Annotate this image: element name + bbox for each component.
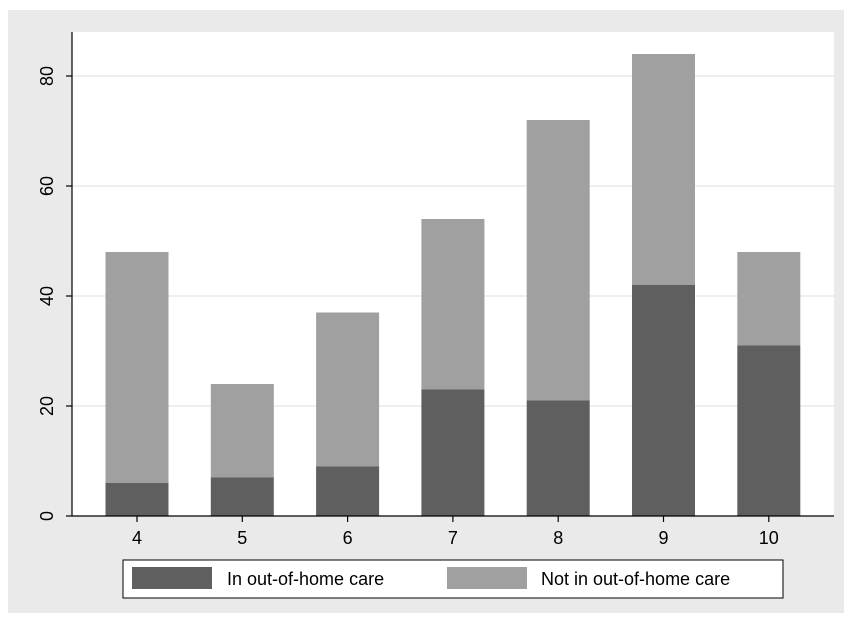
bar-5-in-care	[210, 477, 274, 516]
x-tick-label-6: 6	[343, 528, 353, 548]
legend-box	[122, 559, 784, 599]
legend: In out-of-home care Not in out-of-home c…	[122, 559, 784, 599]
legend-label-in-care: In out-of-home care	[227, 569, 384, 589]
bar-5-not-in-care	[210, 384, 274, 478]
bar-6-not-in-care	[316, 312, 380, 467]
bar-8-in-care	[526, 400, 590, 516]
bar-10-in-care	[737, 345, 801, 516]
bar-7-in-care	[421, 389, 485, 516]
bar-4-in-care	[105, 483, 169, 516]
bar-4-not-in-care	[105, 252, 169, 483]
x-tick-label-8: 8	[553, 528, 563, 548]
legend-swatch-in-care	[132, 567, 212, 589]
y-tick-label-60: 60	[37, 176, 57, 196]
y-tick-labels: 0 20 40 60 80	[37, 66, 57, 521]
y-tick-label-20: 20	[37, 396, 57, 416]
x-tick-label-7: 7	[448, 528, 458, 548]
bar-7-not-in-care	[421, 219, 485, 390]
bar-8-not-in-care	[526, 120, 590, 401]
bar-10-not-in-care	[737, 252, 801, 346]
x-tick-label-10: 10	[759, 528, 779, 548]
y-tick-label-0: 0	[37, 511, 57, 521]
bar-9-not-in-care	[632, 54, 695, 285]
bar-9-in-care	[632, 285, 695, 516]
x-tick-labels: 4 5 6 7 8 9 10	[132, 528, 779, 548]
y-tick-label-40: 40	[37, 286, 57, 306]
legend-swatch-not-in-care	[447, 567, 527, 589]
bars-group	[105, 54, 801, 516]
y-tick-label-80: 80	[37, 66, 57, 86]
x-tick-label-4: 4	[132, 528, 142, 548]
x-tick-label-5: 5	[237, 528, 247, 548]
axes-group	[66, 32, 834, 522]
legend-label-not-in-care: Not in out-of-home care	[541, 569, 730, 589]
x-tick-label-9: 9	[658, 528, 668, 548]
bar-6-in-care	[316, 466, 380, 516]
